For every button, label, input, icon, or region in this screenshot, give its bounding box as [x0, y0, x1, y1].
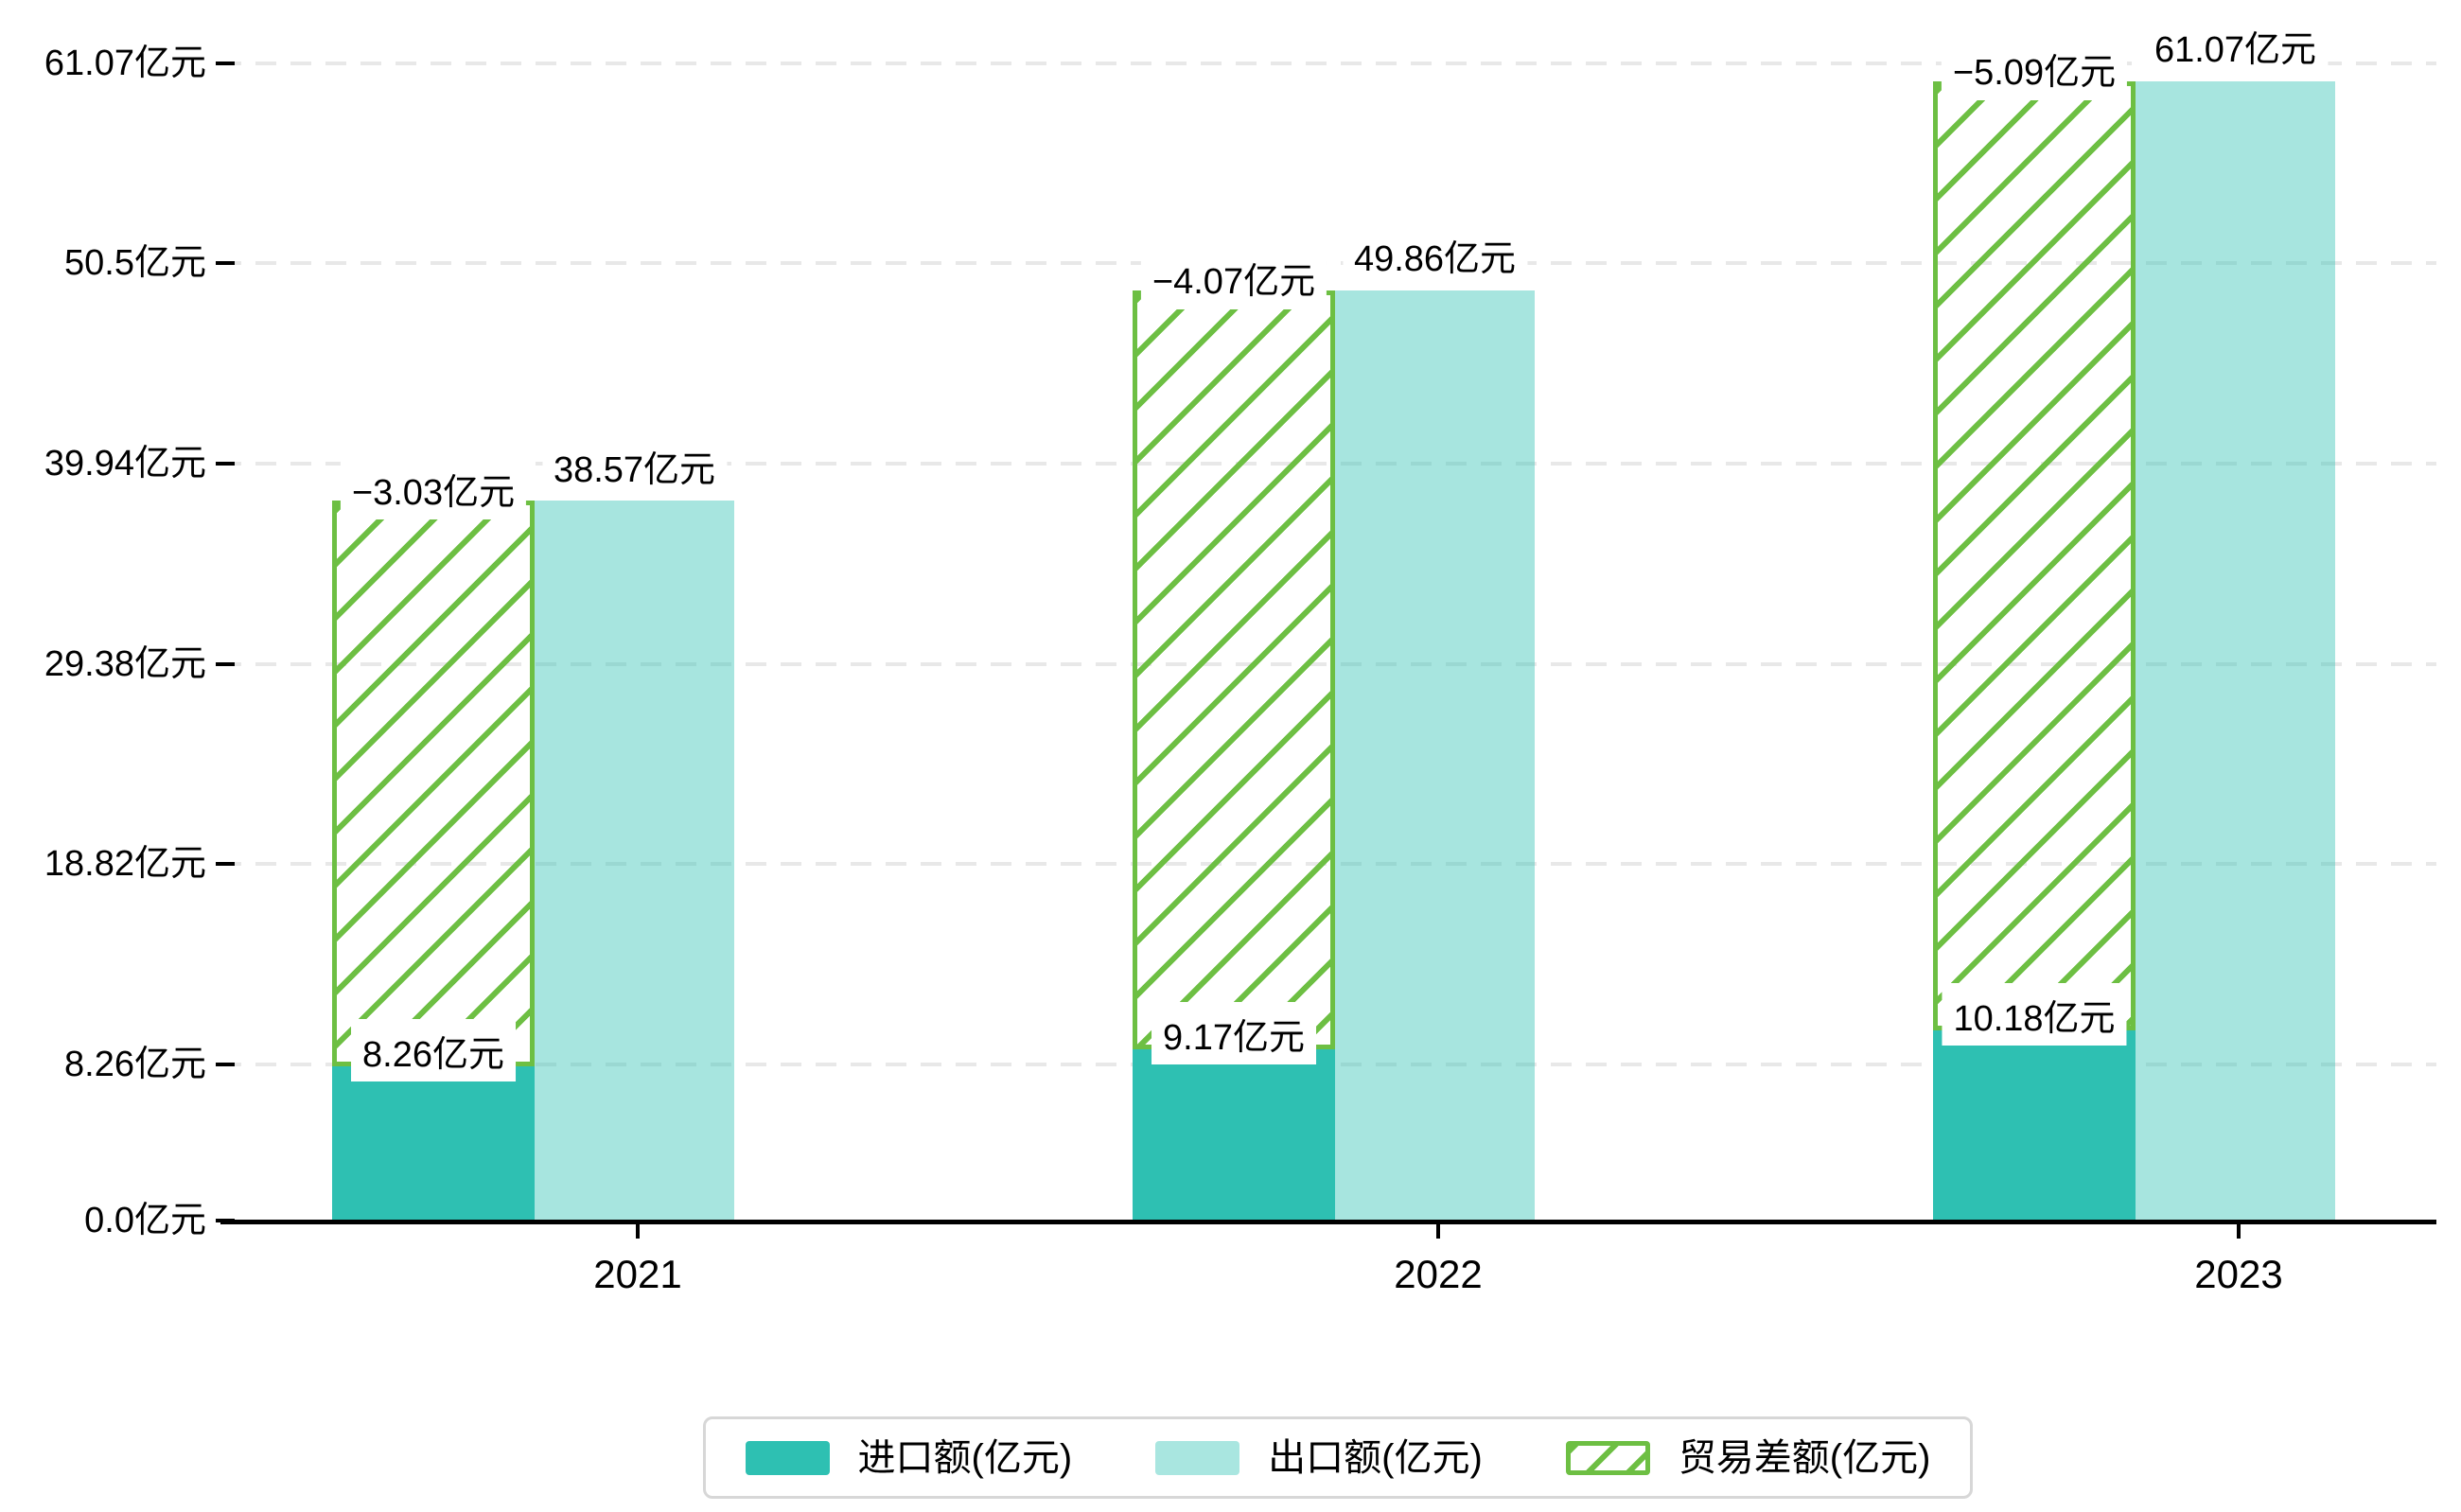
x-tick-label-2021: 2021 — [593, 1252, 682, 1296]
y-tick-mark — [216, 862, 235, 867]
x-tick-label-2022: 2022 — [1394, 1252, 1483, 1296]
y-tick-label: 50.5亿元 — [64, 243, 206, 284]
label-trade-balance-2021: −3.03亿元 — [340, 457, 527, 520]
y-tick-label: 61.07亿元 — [44, 43, 206, 83]
legend-swatch-export-icon — [1155, 1440, 1240, 1475]
y-tick-mark — [216, 1062, 235, 1066]
label-import-2021: 8.26亿元 — [351, 1019, 516, 1082]
legend-label-export: 出口额(亿元) — [1268, 1436, 1483, 1479]
x-tick-label-2023: 2023 — [2194, 1252, 2283, 1296]
y-tick-mark — [216, 61, 235, 65]
y-tick-label: 29.38亿元 — [44, 643, 206, 684]
y-tick-label: 8.26亿元 — [64, 1044, 206, 1084]
bar-trade-balance-2021[interactable] — [332, 501, 535, 1067]
label-export-2022: 49.86亿元 — [1342, 229, 1528, 281]
legend: 进口额(亿元) 出口额(亿元) 贸易差额(亿元) — [703, 1416, 1973, 1499]
bar-import-2021[interactable] — [332, 1066, 535, 1221]
bar-trade-balance-2023[interactable] — [1933, 80, 2136, 1031]
bar-import-2023[interactable] — [1933, 1030, 2136, 1221]
y-tick-label: 39.94亿元 — [44, 444, 206, 483]
x-tick-mark — [636, 1224, 640, 1239]
label-export-2023: 61.07亿元 — [2142, 20, 2329, 72]
label-export-2021: 38.57亿元 — [541, 440, 728, 492]
y-tick-mark — [216, 261, 235, 266]
legend-label-trade-balance: 贸易差额(亿元) — [1678, 1436, 1931, 1479]
legend-item-export[interactable]: 出口额(亿元) — [1155, 1437, 1483, 1479]
label-trade-balance-2023: −5.09亿元 — [1941, 37, 2128, 100]
y-gridline — [220, 261, 2436, 266]
x-axis-line — [220, 1220, 2436, 1224]
label-import-2023: 10.18亿元 — [1942, 983, 2127, 1046]
y-tick-label: 18.82亿元 — [44, 844, 206, 885]
y-tick-mark — [216, 661, 235, 666]
legend-item-trade-balance[interactable]: 贸易差额(亿元) — [1565, 1436, 1931, 1479]
bar-export-2023[interactable] — [2136, 80, 2335, 1221]
y-gridline — [220, 61, 2436, 65]
bar-trade-balance-2022[interactable] — [1133, 290, 1335, 1050]
legend-label-import: 进口额(亿元) — [857, 1436, 1073, 1479]
label-trade-balance-2022: −4.07亿元 — [1140, 246, 1327, 309]
y-tick-label: 0.0亿元 — [84, 1201, 206, 1240]
y-tick-mark — [216, 462, 235, 466]
bar-export-2022[interactable] — [1335, 290, 1535, 1221]
bar-export-2021[interactable] — [535, 501, 734, 1221]
legend-item-import[interactable]: 进口额(亿元) — [745, 1436, 1073, 1479]
x-tick-mark — [2237, 1224, 2241, 1239]
legend-swatch-import-icon — [745, 1440, 830, 1475]
bar-import-2022[interactable] — [1133, 1049, 1335, 1221]
x-tick-mark — [1436, 1224, 1440, 1239]
label-import-2022: 9.17亿元 — [1151, 1002, 1316, 1065]
legend-swatch-trade-balance-icon — [1565, 1440, 1650, 1475]
